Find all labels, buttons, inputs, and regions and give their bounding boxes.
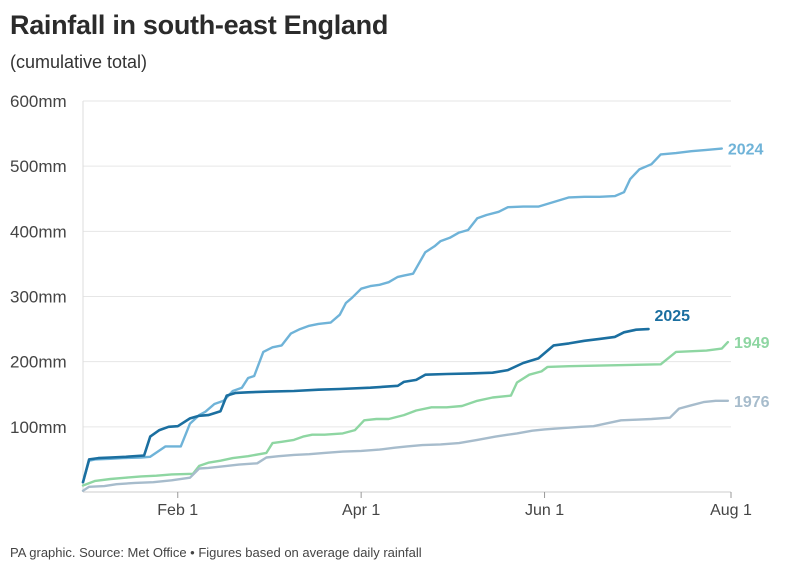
series-line-1949 [81, 340, 730, 487]
y-tick-label: 600mm [10, 92, 67, 111]
y-tick-label: 100mm [10, 418, 67, 437]
series-lines [81, 147, 730, 492]
source-footnote: PA graphic. Source: Met Office • Figures… [10, 545, 422, 560]
x-tick-label: Jun 1 [525, 502, 564, 519]
series-line-2024 [81, 147, 723, 484]
series-labels: 2024 2025 1949 1976 [654, 142, 769, 411]
grid [83, 100, 731, 428]
series-label-1976: 1976 [734, 394, 770, 411]
x-tick-label: Aug 1 [710, 502, 752, 519]
series-label-2024: 2024 [728, 142, 764, 159]
series-label-1949: 1949 [734, 335, 770, 352]
series-line-2025 [81, 327, 650, 484]
chart-title: Rainfall in south-east England [10, 10, 389, 40]
axes: 100mm 200mm 300mm 400mm 500mm 600mm Feb 1 Apr 1… [10, 92, 752, 519]
y-tick-label: 500mm [10, 157, 67, 176]
y-tick-label: 200mm [10, 353, 67, 372]
y-tick-label: 400mm [10, 222, 67, 241]
series-label-2025: 2025 [654, 308, 690, 325]
x-tick-label: Feb 1 [157, 502, 198, 519]
x-tick-label: Apr 1 [342, 502, 380, 519]
chart-subtitle: (cumulative total) [10, 52, 148, 72]
y-tick-label: 300mm [10, 288, 67, 307]
series-line-1976 [81, 399, 730, 492]
